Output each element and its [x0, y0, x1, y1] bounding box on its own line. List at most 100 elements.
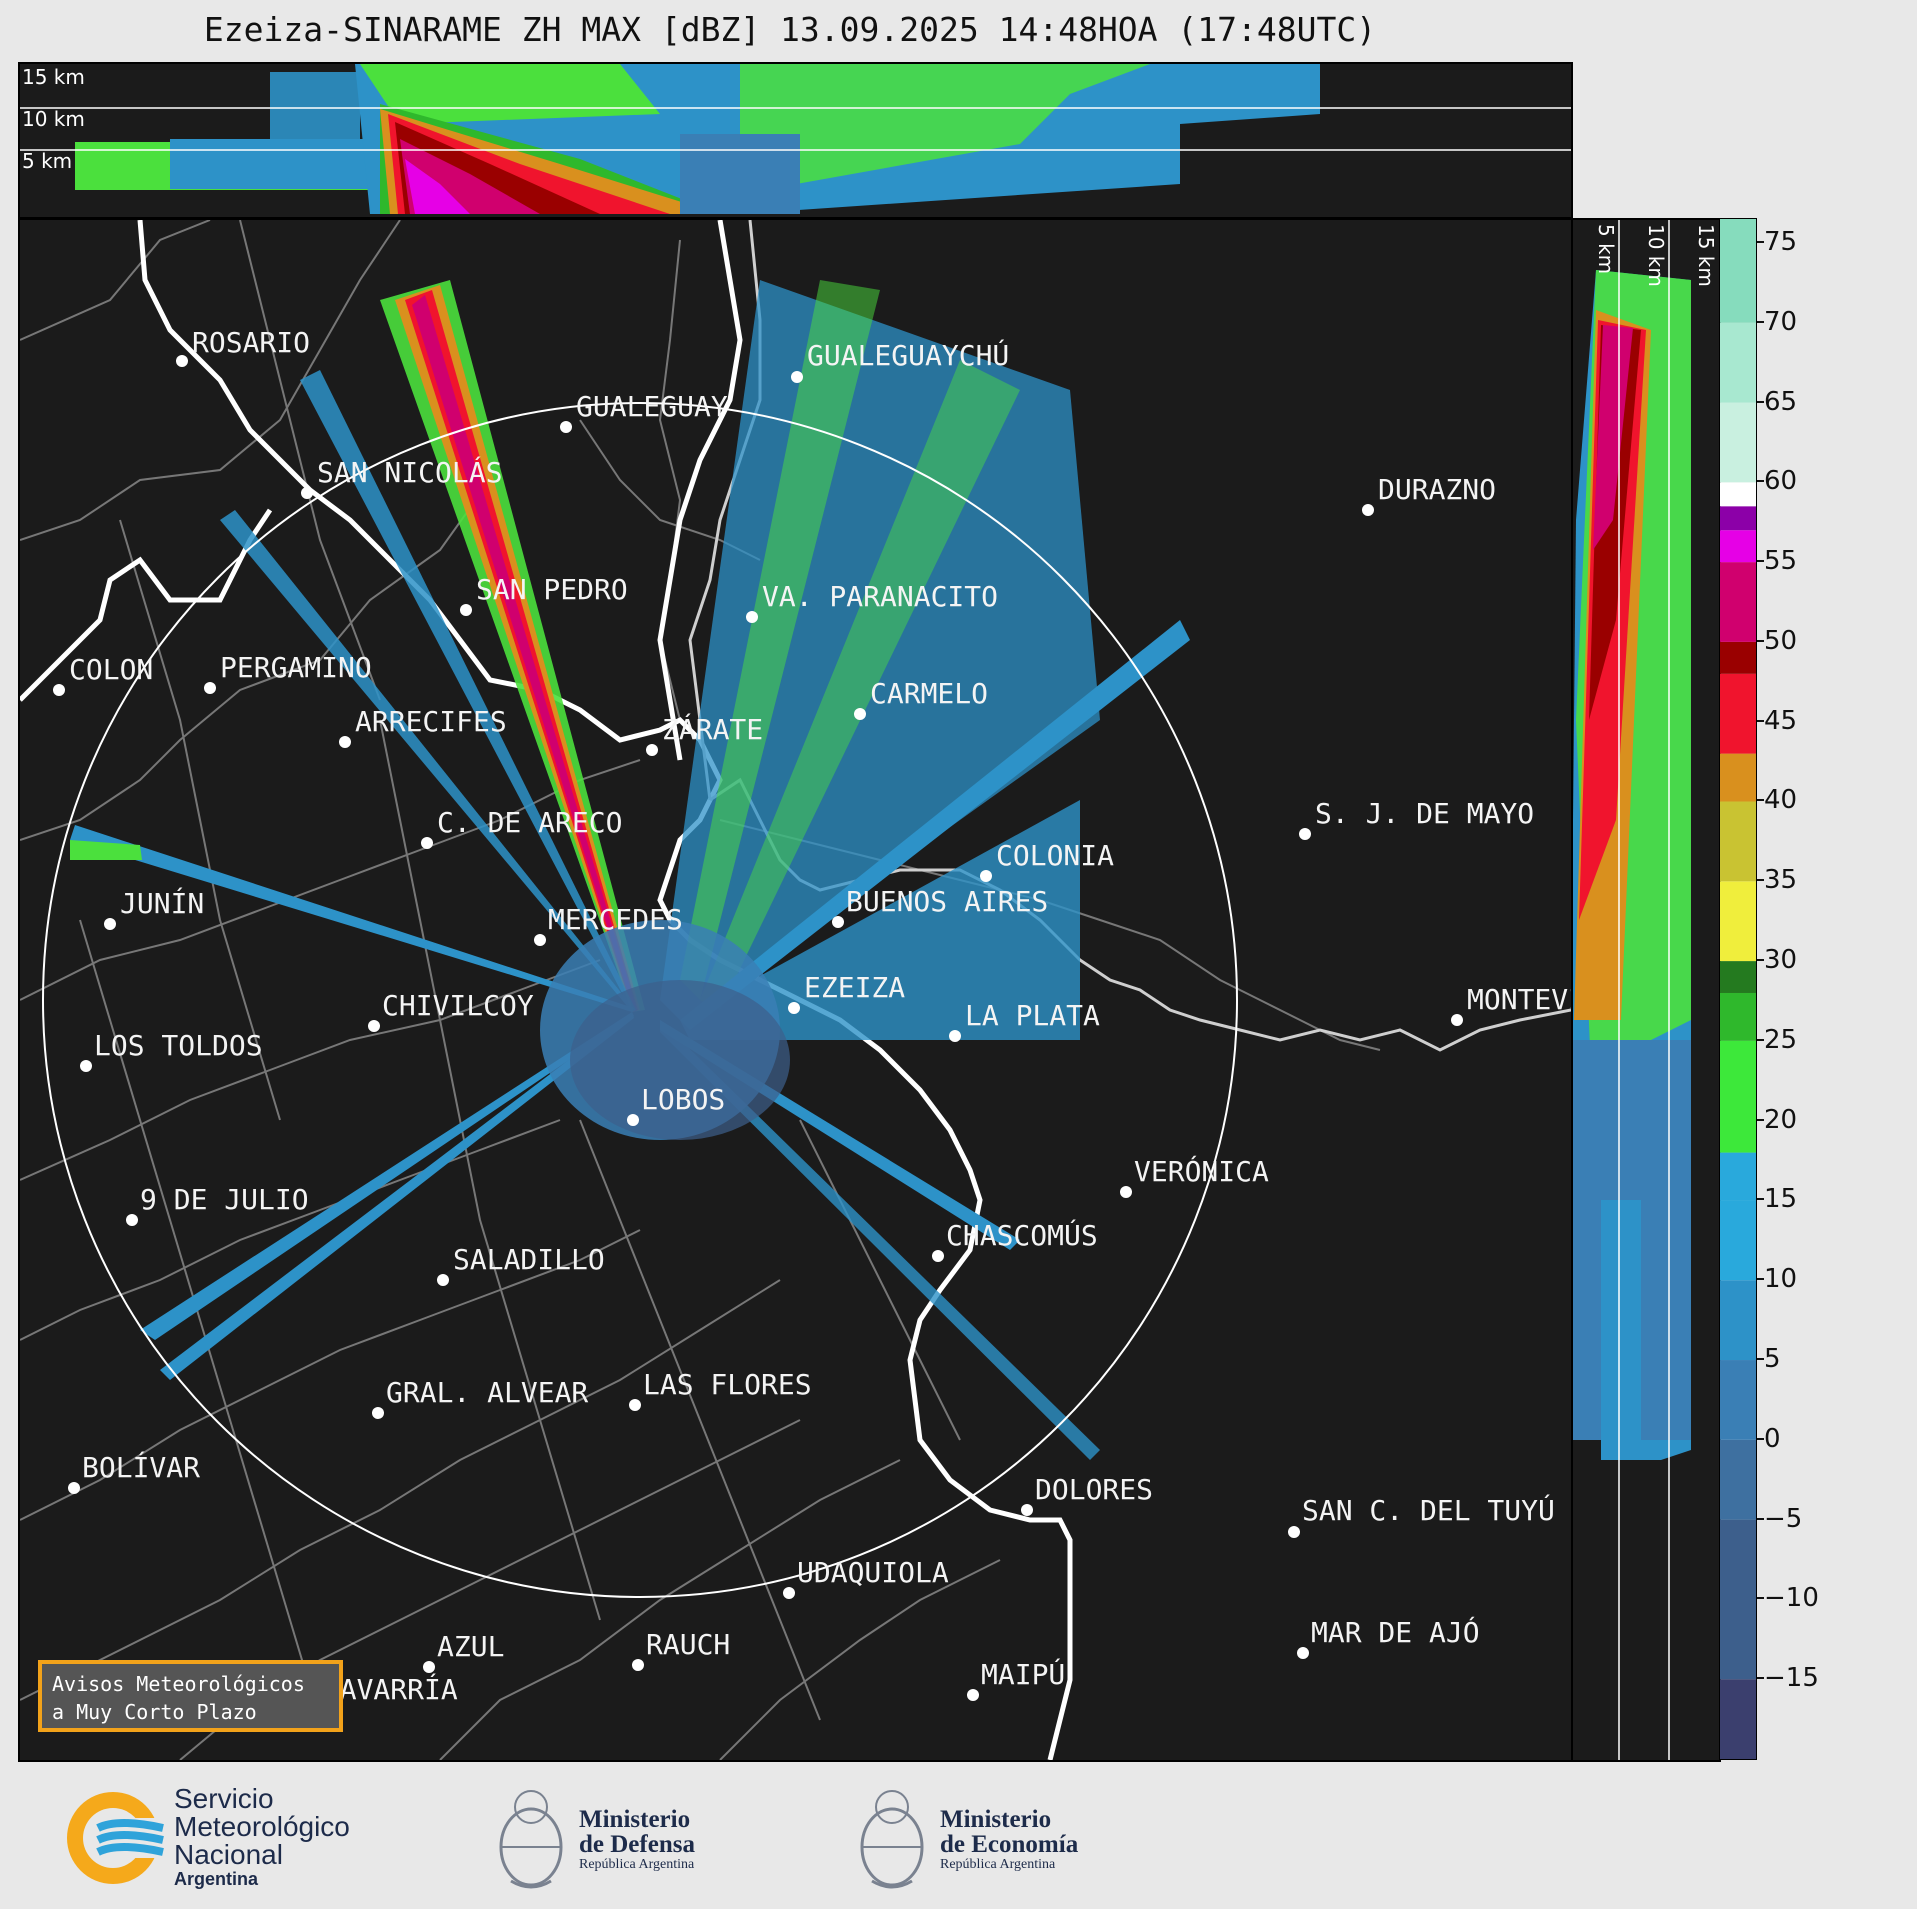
top-cross-section-svg: 15 km 10 km 5 km: [20, 64, 1571, 214]
colorbar-tick-mark: [1757, 1517, 1764, 1520]
city-dot-san-c-del-tuyu: [1288, 1526, 1300, 1538]
city-label-rauch: RAUCH: [646, 1628, 730, 1661]
smn-logo-icon: [67, 1791, 168, 1884]
colorbar-tick-label: 50: [1764, 625, 1798, 656]
colorbar-band: [1720, 801, 1756, 882]
radar-echoes: [70, 280, 1190, 1460]
colorbar-tick-label: 5: [1764, 1344, 1781, 1375]
city-dot-durazno: [1362, 504, 1374, 516]
right-cross-section-svg: 5 km 10 km 15 km: [1571, 220, 1718, 1760]
colorbar-band: [1720, 322, 1756, 403]
colorbar-tick-label: −15: [1764, 1663, 1819, 1694]
city-label-maipu: MAIPÚ: [981, 1657, 1065, 1691]
city-dot-colon: [53, 684, 65, 696]
coat-of-arms-icon: [860, 1790, 924, 1889]
smn-logo-block: Servicio Meteorológico Nacional Argentin…: [58, 1785, 350, 1890]
colorbar: [1719, 218, 1759, 1760]
colorbar-band: [1720, 530, 1756, 563]
colorbar-band: [1720, 1679, 1756, 1759]
city-dot-zarate: [646, 744, 658, 756]
top-cross-section-panel: 15 km 10 km 5 km: [18, 62, 1573, 219]
defensa-text: Ministerio de Defensa República Argentin…: [579, 1807, 695, 1873]
colorbar-band: [1720, 219, 1756, 323]
colorbar-band: [1720, 1439, 1756, 1520]
colorbar-band: [1720, 881, 1756, 962]
city-label-gualeguaychu: GUALEGUAYCHÚ: [807, 338, 1009, 372]
city-dot-maipu: [967, 1689, 979, 1701]
height-label-10km-v: 10 km: [1644, 224, 1668, 287]
city-label-junin: JUNÍN: [120, 886, 204, 920]
defensa-line-1: Ministerio: [579, 1806, 691, 1833]
colorbar-tick-mark: [1757, 1677, 1764, 1680]
colorbar-band: [1720, 673, 1756, 754]
economia-line-3: República Argentina: [940, 1857, 1056, 1872]
colorbar-tick-mark: [1757, 1118, 1764, 1121]
defensa-line-3: República Argentina: [579, 1857, 695, 1872]
city-dot-montevideo: [1451, 1014, 1463, 1026]
city-label-veronica: VERÓNICA: [1134, 1154, 1269, 1188]
colorbar-band: [1720, 1200, 1756, 1281]
city-label-chivilcoy: CHIVILCOY: [382, 989, 534, 1022]
city-label-gral-alvear: GRAL. ALVEAR: [386, 1376, 588, 1409]
footer: [0, 1762, 1917, 1909]
height-label-5km: 5 km: [22, 149, 72, 173]
colorbar-tick-label: −10: [1764, 1583, 1819, 1614]
chart-title: Ezeiza-SINARAME ZH MAX [dBZ] 13.09.2025 …: [203, 10, 1377, 49]
city-dot-dolores: [1021, 1504, 1033, 1516]
colorbar-band: [1720, 482, 1756, 507]
city-label-c-de-areco: C. DE ARECO: [437, 806, 622, 839]
city-label-9-de-julio: 9 DE JULIO: [140, 1183, 309, 1216]
colorbar-band: [1720, 641, 1756, 674]
city-label-buenos-aires: BUENOS AIRES: [846, 885, 1048, 918]
height-label-15km: 15 km: [22, 65, 85, 89]
city-dot-carmelo: [854, 708, 866, 720]
economia-text: Ministerio de Economía República Argenti…: [940, 1807, 1078, 1873]
colorbar-tick-label: 10: [1764, 1264, 1798, 1295]
city-label-dolores: DOLORES: [1035, 1473, 1153, 1506]
colorbar-tick-label: 65: [1764, 386, 1798, 417]
right-section-echoes: [1571, 270, 1691, 1460]
city-dot-ezeiza: [788, 1002, 800, 1014]
colorbar-bands: [1720, 219, 1756, 1759]
city-label-la-plata: LA PLATA: [965, 999, 1100, 1032]
city-markers: ROSARIO GUALEGUAYCHÚ GUALEGUAY SAN NICOL…: [53, 326, 1571, 1716]
colorbar-band: [1720, 992, 1756, 1041]
colorbar-tick-label: 35: [1764, 865, 1798, 896]
colorbar-svg: [1719, 218, 1757, 1760]
colorbar-tick-label: 25: [1764, 1024, 1798, 1055]
colorbar-tick-mark: [1757, 1278, 1764, 1281]
city-label-mar-de-ajo: MAR DE AJÓ: [1311, 1615, 1480, 1649]
range-ring: [42, 402, 1238, 1598]
city-dot-junin: [104, 918, 116, 930]
economia-logo-block: Ministerio de Economía República Argenti…: [856, 1785, 1078, 1895]
colorbar-band: [1720, 506, 1756, 531]
height-label-15km-v: 15 km: [1694, 224, 1718, 287]
city-dot-mercedes: [534, 934, 546, 946]
colorbar-band: [1720, 1152, 1756, 1201]
colorbar-tick-mark: [1757, 1038, 1764, 1041]
smn-line-1: Servicio: [174, 1783, 274, 1814]
city-dot-pergamino: [204, 682, 216, 694]
colorbar-band: [1720, 961, 1756, 993]
city-label-las-flores: LAS FLORES: [643, 1368, 812, 1401]
city-label-sj-de-mayo: S. J. DE MAYO: [1315, 797, 1534, 830]
city-label-san-pedro: SAN PEDRO: [476, 573, 628, 606]
colorbar-tick-label: 20: [1764, 1104, 1798, 1135]
colorbar-tick-mark: [1757, 240, 1764, 243]
city-label-saladillo: SALADILLO: [453, 1243, 605, 1276]
city-dot-chascomus: [932, 1250, 944, 1262]
avisos-badge: Avisos Meteorológicos a Muy Corto Plazo: [38, 1660, 343, 1732]
city-dot-las-flores: [629, 1399, 641, 1411]
defensa-line-2: de Defensa: [579, 1831, 695, 1858]
colorbar-tick-label: 40: [1764, 785, 1798, 816]
city-dot-san-nicolas: [301, 487, 313, 499]
city-label-arrecifes: ARRECIFES: [355, 705, 507, 738]
colorbar-tick-mark: [1757, 1358, 1764, 1361]
colorbar-band: [1720, 402, 1756, 483]
city-label-san-nicolas: SAN NICOLÁS: [317, 455, 502, 489]
avisos-line-1: Avisos Meteorológicos: [52, 1672, 305, 1696]
colorbar-tick-label: 75: [1764, 226, 1798, 257]
economia-line-1: Ministerio: [940, 1806, 1052, 1833]
height-label-5km-v: 5 km: [1594, 224, 1618, 274]
smn-line-2: Meteorológico: [174, 1811, 350, 1842]
